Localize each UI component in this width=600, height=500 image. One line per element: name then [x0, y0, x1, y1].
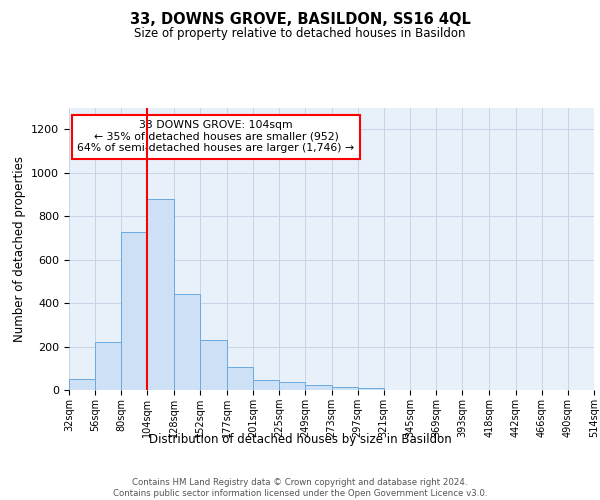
Bar	[331, 386, 358, 390]
Bar	[227, 366, 253, 390]
Bar	[148, 199, 173, 390]
Bar	[173, 294, 200, 390]
Bar	[253, 380, 279, 390]
Y-axis label: Number of detached properties: Number of detached properties	[13, 156, 26, 342]
Text: 33 DOWNS GROVE: 104sqm
← 35% of detached houses are smaller (952)
64% of semi-de: 33 DOWNS GROVE: 104sqm ← 35% of detached…	[77, 120, 355, 154]
Bar	[305, 385, 331, 390]
Text: Distribution of detached houses by size in Basildon: Distribution of detached houses by size …	[149, 432, 451, 446]
Bar	[121, 232, 148, 390]
Bar	[69, 379, 95, 390]
Text: 33, DOWNS GROVE, BASILDON, SS16 4QL: 33, DOWNS GROVE, BASILDON, SS16 4QL	[130, 12, 470, 28]
Bar	[95, 342, 121, 390]
Bar	[279, 382, 305, 390]
Text: Size of property relative to detached houses in Basildon: Size of property relative to detached ho…	[134, 28, 466, 40]
Text: Contains HM Land Registry data © Crown copyright and database right 2024.
Contai: Contains HM Land Registry data © Crown c…	[113, 478, 487, 498]
Bar	[200, 340, 227, 390]
Bar	[358, 388, 384, 390]
